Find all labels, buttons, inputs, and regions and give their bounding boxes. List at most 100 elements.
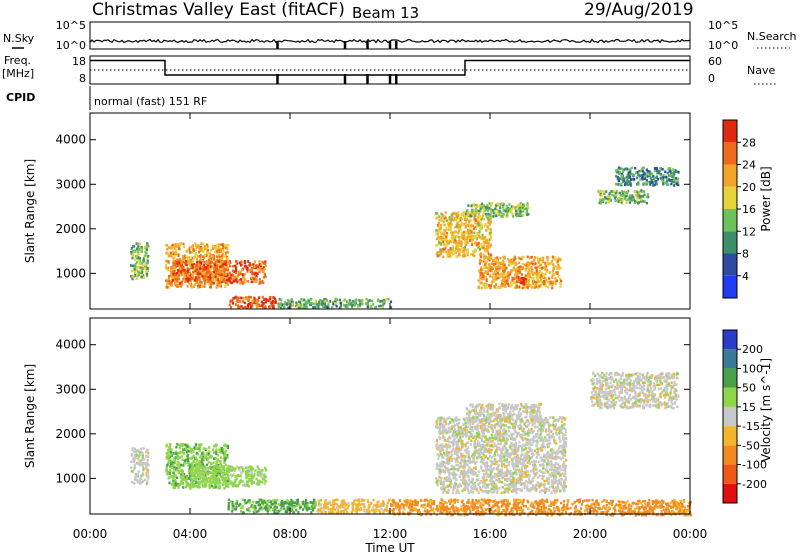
data-cell — [169, 465, 172, 468]
data-cell — [559, 282, 562, 285]
data-cell — [134, 250, 137, 253]
data-cell — [139, 248, 142, 251]
data-cell — [666, 183, 669, 187]
data-cell — [203, 253, 207, 257]
data-cell — [656, 169, 659, 172]
data-cell — [180, 481, 183, 485]
data-cell — [525, 210, 528, 214]
data-cell — [444, 238, 447, 242]
data-cell — [210, 280, 213, 284]
data-cell — [333, 499, 336, 502]
data-cell — [484, 508, 487, 512]
data-cell — [223, 268, 226, 272]
data-cell — [199, 254, 202, 258]
data-cell — [472, 253, 475, 257]
data-cell — [222, 248, 225, 251]
data-cell — [212, 473, 215, 477]
data-cell — [304, 501, 307, 504]
data-cell — [522, 213, 525, 217]
data-cell — [208, 263, 211, 267]
data-cell — [138, 257, 142, 260]
data-cell — [170, 466, 173, 469]
data-cell — [220, 248, 223, 252]
data-cell — [216, 477, 219, 481]
data-cell — [139, 451, 142, 454]
data-cell — [175, 272, 179, 275]
data-cell — [448, 252, 451, 256]
data-cell — [175, 452, 178, 455]
data-cell — [223, 455, 226, 458]
data-cell — [620, 500, 623, 504]
data-cell — [485, 208, 488, 211]
data-cell — [473, 231, 476, 235]
data-cell — [305, 499, 308, 502]
data-cell — [510, 283, 514, 286]
data-cell — [453, 501, 456, 504]
data-cell — [652, 181, 655, 184]
data-cell — [454, 230, 457, 233]
data-cell — [283, 507, 286, 510]
data-cell — [141, 472, 145, 475]
data-cell — [530, 284, 533, 287]
data-cell — [478, 232, 481, 235]
data-cell — [607, 199, 610, 203]
data-cell — [262, 281, 265, 285]
data-cell — [201, 275, 204, 278]
data-cell — [193, 467, 196, 470]
data-cell — [190, 473, 193, 477]
data-cell — [133, 454, 136, 458]
data-cell — [490, 266, 493, 269]
data-cell — [513, 255, 516, 259]
data-cell — [225, 449, 228, 453]
data-cell — [470, 505, 473, 509]
data-cell — [259, 468, 262, 472]
data-cell — [137, 248, 140, 251]
data-cell — [218, 478, 221, 481]
data-cell — [616, 168, 619, 172]
data-cell — [552, 263, 555, 266]
data-cell — [229, 480, 232, 483]
data-cell — [626, 174, 629, 177]
data-cell — [172, 261, 175, 264]
data-cell — [511, 207, 514, 210]
data-cell — [194, 478, 197, 481]
data-cell — [356, 499, 359, 502]
data-cell — [493, 265, 496, 268]
data-cell — [184, 478, 187, 482]
data-cell — [595, 499, 598, 502]
data-cell — [310, 501, 313, 504]
data-cell — [502, 206, 505, 209]
data-cell — [278, 298, 281, 301]
data-cell — [272, 296, 275, 299]
data-cell — [505, 505, 508, 508]
data-cell — [450, 230, 453, 233]
data-cell — [170, 266, 173, 269]
data-cell — [277, 503, 280, 506]
data-cell — [204, 468, 208, 472]
data-cell — [531, 509, 534, 513]
data-cell — [504, 267, 507, 270]
data-cell — [469, 232, 472, 235]
data-cell — [229, 467, 233, 470]
data-cell — [630, 505, 633, 508]
data-cell — [224, 243, 227, 247]
data-cell — [367, 300, 370, 303]
data-cell — [284, 301, 287, 304]
data-cell — [167, 452, 170, 455]
data-cell — [471, 224, 474, 228]
data-cell — [546, 513, 549, 517]
data-cell — [248, 507, 251, 510]
data-cell — [526, 202, 529, 205]
data-cell — [619, 503, 622, 507]
data-cell — [165, 465, 168, 469]
data-cell — [644, 182, 647, 186]
data-cell — [177, 253, 180, 256]
data-cell — [451, 513, 454, 516]
data-cell — [219, 475, 222, 478]
data-cell — [177, 277, 180, 281]
data-cell — [619, 177, 622, 180]
data-cell — [482, 272, 485, 275]
data-cell — [276, 498, 279, 502]
data-cell — [243, 301, 246, 305]
data-cell — [236, 280, 239, 284]
